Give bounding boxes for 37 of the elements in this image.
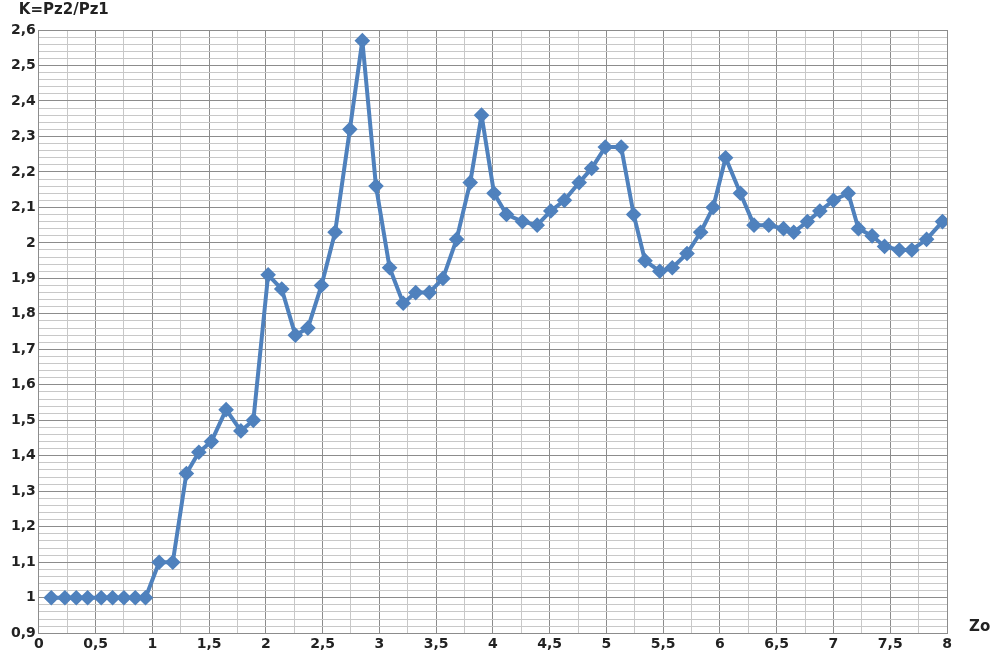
x-tick-label: 1	[147, 635, 158, 652]
y-tick-label: 1,4	[10, 446, 37, 463]
y-tick-label: 2,2	[10, 162, 36, 179]
x-tick-label: 7	[828, 635, 839, 652]
y-tick-label: 1,5	[10, 410, 36, 427]
y-tick-label: 2,5	[10, 56, 36, 73]
x-tick-label: 3,5	[423, 635, 449, 652]
x-tick-label: 8	[942, 635, 952, 652]
x-tick-label: 6	[715, 635, 725, 652]
x-tick-label: 0	[33, 635, 44, 652]
y-tick-label: 2	[26, 233, 36, 250]
y-tick-label: 0,9	[10, 623, 36, 640]
y-tick-label: 2,4	[10, 91, 37, 108]
x-tick-label: 7,5	[877, 635, 903, 652]
y-tick-label: 1,2	[10, 517, 36, 534]
y-axis-title: K=Pz2/Pz1	[18, 0, 109, 19]
x-tick-label: 5	[601, 635, 612, 652]
y-tick-label: 1,9	[10, 269, 36, 286]
y-tick-label: 1,6	[10, 375, 36, 392]
x-tick-label: 2	[260, 635, 271, 652]
x-tick-label: 4	[488, 635, 499, 652]
x-tick-label: 6,5	[764, 635, 790, 652]
y-tick-label: 2,1	[10, 198, 36, 215]
y-tick-label: 2,3	[10, 127, 36, 144]
y-tick-label: 1,7	[10, 339, 36, 356]
y-tick-label: 2,6	[10, 20, 36, 37]
y-tick-label: 1	[26, 588, 36, 605]
x-tick-label: 3	[374, 635, 385, 652]
y-tick-label: 1,3	[10, 481, 36, 498]
x-axis-title: Zo	[969, 617, 991, 636]
x-tick-label: 5,5	[650, 635, 676, 652]
y-tick-label: 1,8	[10, 304, 36, 321]
x-tick-label: 4,5	[537, 635, 563, 652]
x-tick-label: 0,5	[83, 635, 108, 652]
x-tick-label: 2,5	[310, 635, 336, 652]
x-tick-label: 1,5	[196, 635, 222, 652]
y-tick-label: 1,1	[10, 552, 36, 569]
